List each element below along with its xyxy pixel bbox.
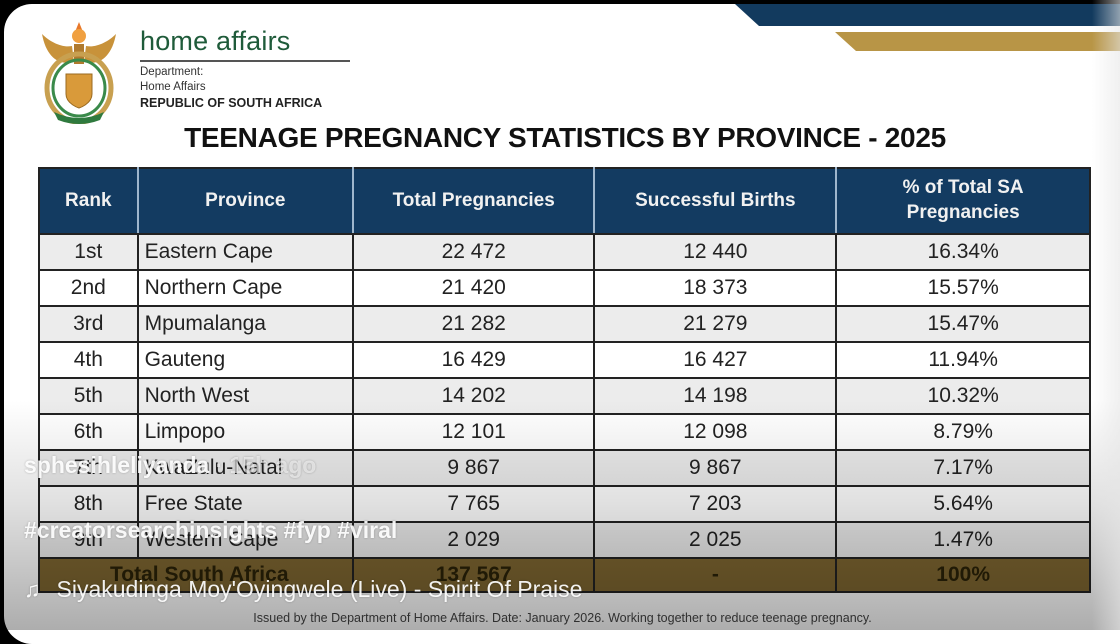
cell-total: 2 029 <box>352 521 596 559</box>
cell-rank: 6th <box>38 413 139 451</box>
header-successful-births: Successful Births <box>593 167 838 235</box>
cell-province: Northern Cape <box>136 269 355 307</box>
brand-divider <box>140 60 350 62</box>
cell-births: 2 025 <box>593 521 838 559</box>
cell-pct: 1.47% <box>835 521 1091 559</box>
table-header-row: Rank Province Total Pregnancies Successf… <box>38 167 1091 235</box>
music-title[interactable]: Siyakudinga Moy'Oyingwele (Live) - Spiri… <box>56 576 583 602</box>
cell-total-births: - <box>593 557 838 593</box>
table-total-row: Total South Africa 137 567 - 100% <box>37 557 1091 593</box>
cell-total-pct: 100% <box>835 557 1091 593</box>
cell-pct: 15.57% <box>835 269 1091 307</box>
table-row: 9th Western Cape 2 029 2 025 1.47% <box>38 521 1091 559</box>
cell-births: 7 203 <box>593 485 838 523</box>
cell-pct: 8.79% <box>835 413 1091 451</box>
table-row: 6th Limpopo 12 101 12 098 8.79% <box>38 413 1091 451</box>
header-percent-label: % of Total SA Pregnancies <box>902 177 1024 223</box>
cell-pct: 5.64% <box>835 485 1091 523</box>
cell-total: 21 420 <box>352 269 596 307</box>
cell-total: 7 765 <box>352 485 596 523</box>
cell-pct: 10.32% <box>835 377 1091 415</box>
cell-total: 22 472 <box>352 233 596 271</box>
cell-births: 14 198 <box>593 377 838 415</box>
cell-pct: 7.17% <box>835 449 1091 487</box>
cell-births: 21 279 <box>593 305 838 343</box>
creator-info[interactable]: sphesihleliyanda · 15h ago <box>24 452 316 479</box>
cell-total-label: Total South Africa <box>37 557 355 593</box>
header-rank: Rank <box>38 167 139 235</box>
cell-total: 12 101 <box>352 413 596 451</box>
cell-province: Mpumalanga <box>136 305 355 343</box>
header-band-gold <box>835 32 1120 51</box>
cell-rank: 2nd <box>38 269 139 307</box>
cell-births: 12 098 <box>593 413 838 451</box>
statistics-table: Rank Province Total Pregnancies Successf… <box>37 167 1091 593</box>
cell-births: 18 373 <box>593 269 838 307</box>
post-time: · 15h ago <box>215 452 317 478</box>
cell-rank: 4th <box>38 341 139 379</box>
cell-total: 21 282 <box>352 305 596 343</box>
coat-of-arms-icon <box>42 22 116 124</box>
header-total-pregnancies: Total Pregnancies <box>352 167 596 235</box>
cell-province: Limpopo <box>136 413 355 451</box>
cell-province: North West <box>136 377 355 415</box>
cell-total: 16 429 <box>352 341 596 379</box>
cell-pct: 16.34% <box>835 233 1091 271</box>
cell-province: Eastern Cape <box>136 233 355 271</box>
cell-province: Western Cape <box>136 521 355 559</box>
cell-births: 16 427 <box>593 341 838 379</box>
table-row: 3rd Mpumalanga 21 282 21 279 15.47% <box>38 305 1091 343</box>
cell-rank: 9th <box>38 521 139 559</box>
table-row: 8th Free State 7 765 7 203 5.64% <box>38 485 1091 523</box>
cell-pct: 11.94% <box>835 341 1091 379</box>
table-row: 1st Eastern Cape 22 472 12 440 16.34% <box>38 233 1091 271</box>
cell-rank: 3rd <box>38 305 139 343</box>
cell-rank: 1st <box>38 233 139 271</box>
cell-births: 12 440 <box>593 233 838 271</box>
cell-province: KwaZulu-Natal <box>136 449 355 487</box>
cell-total: 9 867 <box>352 449 596 487</box>
brand-name: home affairs <box>140 26 291 56</box>
brand-department: Department: <box>140 66 204 78</box>
music-note-icon: ♫ <box>24 576 41 602</box>
creator-username[interactable]: sphesihleliyanda <box>24 452 210 478</box>
brand-home-affairs: Home Affairs <box>140 81 206 93</box>
cell-rank: 7th <box>38 449 139 487</box>
cell-total-pregnancies: 137 567 <box>352 557 596 593</box>
header-percent-total: % of Total SA Pregnancies <box>835 167 1091 235</box>
cell-province: Gauteng <box>136 341 355 379</box>
cell-pct: 15.47% <box>835 305 1091 343</box>
table-row: 4th Gauteng 16 429 16 427 11.94% <box>38 341 1091 379</box>
cell-births: 9 867 <box>593 449 838 487</box>
header-province: Province <box>136 167 355 235</box>
brand-republic: REPUBLIC OF SOUTH AFRICA <box>140 96 323 110</box>
hashtags-caption[interactable]: #creatorsearchinsights #fyp #viral <box>24 517 398 543</box>
footer-note: Issued by the Department of Home Affairs… <box>253 611 872 625</box>
cell-province: Free State <box>136 485 355 523</box>
table-row: 2nd Northern Cape 21 420 18 373 15.57% <box>38 269 1091 307</box>
cell-rank: 5th <box>38 377 139 415</box>
header-band-blue <box>735 4 1120 26</box>
page-title: TEENAGE PREGNANCY STATISTICS BY PROVINCE… <box>184 122 946 153</box>
table-row: 7th KwaZulu-Natal 9 867 9 867 7.17% <box>38 449 1091 487</box>
table-row: 5th North West 14 202 14 198 10.32% <box>38 377 1091 415</box>
cell-rank: 8th <box>38 485 139 523</box>
music-link[interactable]: ♫ Siyakudinga Moy'Oyingwele (Live) - Spi… <box>24 576 582 603</box>
cell-total: 14 202 <box>352 377 596 415</box>
